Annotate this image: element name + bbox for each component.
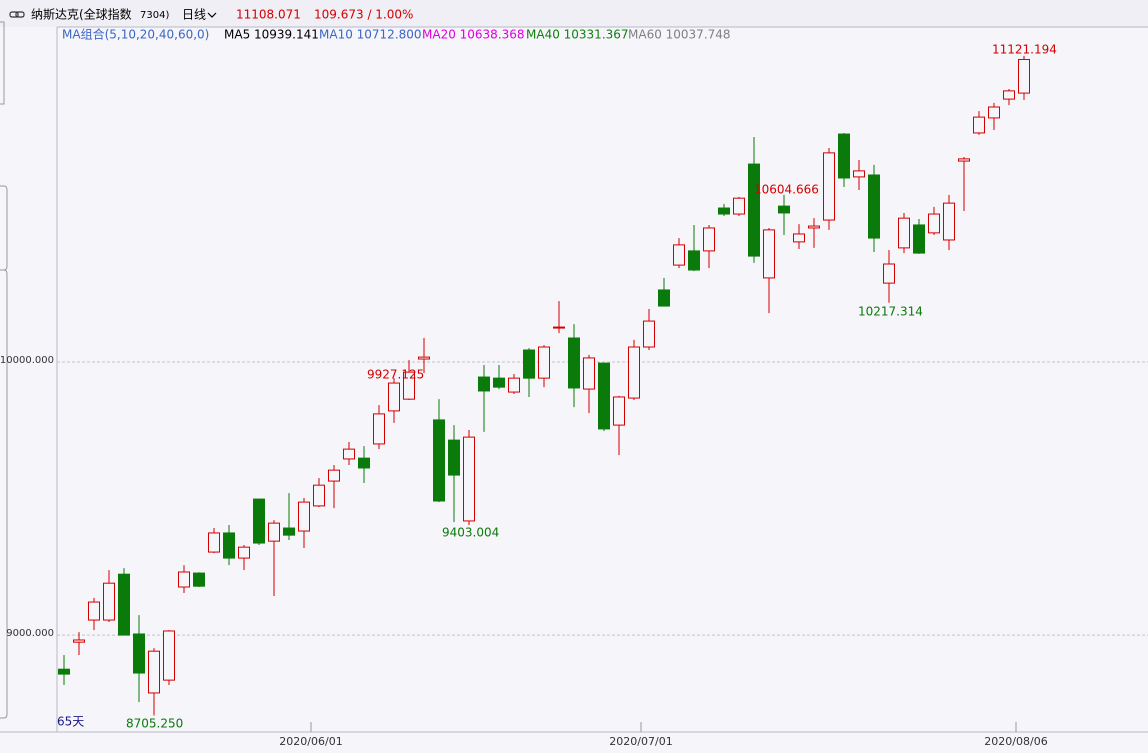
candle-body bbox=[163, 630, 175, 681]
candle-body bbox=[523, 349, 535, 379]
candle-body bbox=[748, 163, 760, 257]
header-title: 纳斯达克(全球指数 bbox=[31, 7, 132, 22]
x-tick-label: 2020/07/01 bbox=[609, 735, 672, 748]
link-icon bbox=[9, 11, 25, 18]
candle-body bbox=[133, 633, 145, 674]
candle-body bbox=[973, 116, 985, 134]
candle-body bbox=[88, 601, 100, 621]
candle-body bbox=[403, 371, 415, 400]
period-chevron[interactable] bbox=[207, 12, 217, 18]
candle-body bbox=[838, 133, 850, 179]
candle-body bbox=[613, 396, 625, 426]
left-sidebar bbox=[0, 21, 8, 719]
candle-body bbox=[1003, 90, 1015, 100]
candle-body bbox=[508, 377, 520, 393]
period-selector[interactable]: 日线 bbox=[182, 8, 206, 22]
candle-body bbox=[793, 233, 805, 243]
candle-body bbox=[718, 207, 730, 215]
candle-body bbox=[553, 326, 565, 329]
candle-body bbox=[358, 457, 370, 469]
candle-body bbox=[253, 498, 265, 544]
x-tick-label: 2020/06/01 bbox=[279, 735, 342, 748]
y-tick-label: 10000.000 bbox=[0, 355, 54, 366]
candle-body bbox=[883, 263, 895, 284]
candle-body bbox=[988, 106, 1000, 119]
days-label: 65天 bbox=[57, 715, 84, 729]
ma-legend-item: MA组合(5,10,20,40,60,0) bbox=[62, 27, 209, 42]
candle-body bbox=[208, 532, 220, 553]
candle-body bbox=[658, 289, 670, 307]
candle-body bbox=[103, 582, 115, 621]
y-tick-label: 9000.000 bbox=[6, 628, 54, 639]
candle-body bbox=[478, 376, 490, 392]
candle-body bbox=[778, 205, 790, 214]
candle-body bbox=[538, 346, 550, 379]
candle-body bbox=[823, 152, 835, 221]
price-annotation: 9403.004 bbox=[442, 526, 499, 540]
candle-body bbox=[688, 250, 700, 271]
candle-body bbox=[238, 546, 250, 559]
candle-body bbox=[733, 197, 745, 215]
price-annotation: 10604.666 bbox=[754, 183, 819, 197]
candle-body bbox=[298, 501, 310, 532]
candle-body bbox=[73, 639, 85, 643]
ma-legend-item: MA10 10712.800 bbox=[319, 28, 422, 42]
candle-body bbox=[463, 436, 475, 522]
candle-body bbox=[898, 217, 910, 249]
candle-body bbox=[193, 572, 205, 587]
candle-body bbox=[433, 419, 445, 502]
header-code: 7304) bbox=[140, 10, 169, 21]
candle-body bbox=[673, 244, 685, 266]
candle-body bbox=[943, 202, 955, 241]
price-annotation: 9927.125 bbox=[367, 368, 424, 382]
candle-body bbox=[868, 174, 880, 239]
candle-body bbox=[1018, 58, 1030, 94]
candle-body bbox=[928, 213, 940, 234]
candle-body bbox=[373, 413, 385, 445]
x-tick-label: 2020/08/06 bbox=[984, 735, 1047, 748]
candle-body bbox=[763, 229, 775, 279]
candle-body bbox=[628, 346, 640, 399]
candle-body bbox=[493, 377, 505, 388]
candle-body bbox=[268, 522, 280, 542]
ma-legend-item: MA60 10037.748 bbox=[628, 28, 731, 42]
candle-body bbox=[283, 527, 295, 536]
ma-legend-item: MA40 10331.367 bbox=[526, 28, 629, 42]
candle-body bbox=[328, 469, 340, 482]
header-bar bbox=[0, 0, 1148, 27]
ma-legend-item: MA20 10638.368 bbox=[422, 28, 525, 42]
candle-body bbox=[388, 382, 400, 412]
candle-body bbox=[343, 448, 355, 460]
candle-body bbox=[568, 337, 580, 389]
candle-body bbox=[583, 357, 595, 390]
candle-body bbox=[118, 573, 130, 636]
ma-legend-item: MA5 10939.141 bbox=[224, 28, 319, 42]
candle-body bbox=[178, 571, 190, 588]
price-annotation: 11121.194 bbox=[992, 43, 1057, 57]
candle-body bbox=[148, 650, 160, 694]
candle-body bbox=[598, 362, 610, 430]
candle-body bbox=[913, 224, 925, 254]
price-annotation: 8705.250 bbox=[126, 717, 183, 731]
candle-body bbox=[313, 484, 325, 507]
candle-body bbox=[418, 356, 430, 360]
header-change: 109.673 / 1.00% bbox=[314, 8, 413, 22]
candle-body bbox=[958, 158, 970, 162]
header-price: 11108.071 bbox=[236, 8, 301, 22]
candle-body bbox=[703, 227, 715, 252]
price-annotation: 10217.314 bbox=[858, 305, 923, 319]
candle-body bbox=[448, 439, 460, 476]
candle-body bbox=[853, 170, 865, 178]
candle-body bbox=[808, 225, 820, 229]
candle-body bbox=[223, 532, 235, 559]
candle-body bbox=[58, 668, 70, 675]
candle-body bbox=[643, 320, 655, 348]
